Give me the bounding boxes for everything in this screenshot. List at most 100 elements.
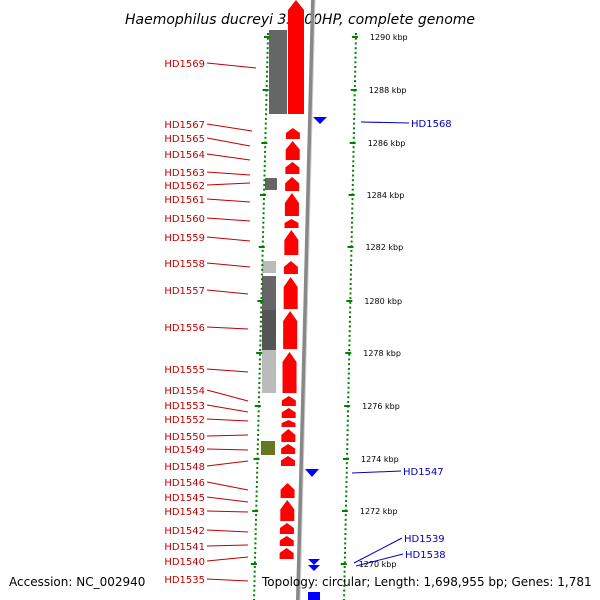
right-ruler-dot bbox=[350, 249, 353, 252]
left-ruler-dot bbox=[253, 570, 256, 573]
leader-line-hd1561 bbox=[206, 198, 251, 203]
right-ruler-dot bbox=[354, 37, 357, 40]
left-ruler-dot bbox=[256, 466, 259, 469]
right-ruler-dot bbox=[345, 485, 348, 488]
gc-bar-6 bbox=[261, 441, 275, 455]
right-ruler-dot bbox=[343, 570, 346, 573]
left-ruler-dot bbox=[264, 150, 267, 153]
right-ruler-dot bbox=[344, 523, 347, 526]
right-ruler-dot bbox=[347, 367, 350, 370]
left-ruler-dot bbox=[265, 99, 268, 102]
leader-line-hd1562 bbox=[206, 182, 251, 186]
gc-bar-4 bbox=[262, 310, 276, 350]
right-ruler bbox=[343, 33, 357, 600]
gene-label-hd1541: HD1541 bbox=[164, 542, 205, 553]
gene-arrow-forward-17 bbox=[280, 483, 295, 498]
right-ruler-dot bbox=[350, 268, 352, 271]
gene-label-hd1539: HD1539 bbox=[404, 534, 445, 545]
gc-bars bbox=[261, 30, 287, 455]
gene-arrow-reverse-bottom bbox=[308, 592, 320, 600]
left-ruler-dot bbox=[266, 61, 269, 64]
left-ruler-dot bbox=[261, 240, 264, 243]
accession-text: Accession: NC_002940 bbox=[9, 575, 145, 589]
right-ruler-dot bbox=[345, 490, 348, 493]
gene-label-hd1543: HD1543 bbox=[164, 507, 205, 518]
left-ruler-dot bbox=[264, 136, 267, 139]
right-ruler-dot bbox=[354, 61, 357, 64]
right-ruler-dot bbox=[353, 117, 356, 120]
right-ruler-dot bbox=[347, 391, 350, 394]
gene-arrow-hd1568 bbox=[313, 117, 327, 124]
leader-line-hd1552 bbox=[206, 418, 249, 422]
left-ruler-dot bbox=[260, 278, 263, 281]
right-ruler-dot bbox=[346, 424, 349, 427]
gene-arrow-forward-15 bbox=[281, 444, 296, 454]
left-ruler-dot bbox=[264, 132, 267, 135]
right-ruler-dot bbox=[345, 495, 348, 498]
right-ruler-dot bbox=[343, 594, 346, 597]
left-ruler-dot bbox=[261, 249, 264, 252]
right-ruler-dot bbox=[345, 462, 348, 465]
right-ruler-dot bbox=[343, 589, 346, 592]
left-ruler-dot bbox=[254, 542, 257, 545]
right-ruler-dot bbox=[350, 226, 353, 229]
right-ruler-dot bbox=[347, 386, 350, 389]
leader-line-hd1553 bbox=[206, 404, 249, 413]
right-ruler-dot bbox=[351, 198, 354, 201]
right-ruler-dot bbox=[354, 42, 357, 45]
gene-arrow-forward-1 bbox=[285, 141, 300, 160]
left-ruler-dot bbox=[258, 386, 261, 389]
left-ruler-dot bbox=[261, 254, 264, 257]
gene-label-hd1538: HD1538 bbox=[405, 550, 446, 561]
gene-label-hd1560: HD1560 bbox=[164, 214, 205, 225]
gene-label-hd1550: HD1550 bbox=[164, 432, 205, 443]
right-ruler-dot bbox=[353, 84, 356, 87]
right-ruler-dot bbox=[353, 99, 356, 102]
leader-line-hd1549 bbox=[206, 448, 249, 451]
right-ruler-dot bbox=[346, 438, 349, 441]
gene-arrow-forward-5 bbox=[284, 219, 299, 228]
right-ruler-dot bbox=[343, 556, 346, 559]
gc-bar-3 bbox=[262, 276, 276, 310]
gene-arrow-hd1538 bbox=[308, 565, 320, 571]
left-ruler-dot bbox=[265, 94, 268, 97]
right-ruler-dot bbox=[343, 584, 346, 587]
right-ruler-dot bbox=[344, 551, 346, 554]
left-ruler-dot bbox=[258, 363, 261, 366]
left-ruler-dot bbox=[262, 216, 265, 219]
right-ruler-dot bbox=[345, 466, 348, 469]
left-ruler-dot bbox=[254, 523, 257, 526]
left-ruler-dot bbox=[258, 382, 261, 385]
left-ruler-dot bbox=[266, 37, 269, 40]
right-ruler-dot bbox=[350, 254, 353, 257]
right-ruler-dot bbox=[347, 372, 350, 375]
gene-arrow-forward-14 bbox=[281, 429, 296, 442]
right-ruler-dot bbox=[347, 410, 349, 413]
scale-tick-label: 1284 kbp bbox=[367, 191, 405, 200]
left-ruler-dot bbox=[265, 84, 268, 87]
right-ruler-dot bbox=[353, 94, 356, 97]
left-ruler-dot bbox=[257, 410, 260, 413]
left-ruler-dot bbox=[266, 70, 269, 73]
left-ruler-dot bbox=[261, 259, 264, 262]
right-ruler-dot bbox=[349, 301, 352, 304]
gene-label-hd1540: HD1540 bbox=[164, 557, 205, 568]
gene-label-hd1546: HD1546 bbox=[164, 478, 205, 489]
gene-arrow-forward-0 bbox=[285, 128, 300, 139]
leader-line-hd1538 bbox=[355, 553, 404, 567]
left-ruler-dot bbox=[253, 565, 256, 568]
left-ruler-dot bbox=[258, 377, 261, 380]
left-ruler-dot bbox=[264, 146, 267, 149]
gene-label-hd1554: HD1554 bbox=[164, 386, 205, 397]
right-ruler-dot bbox=[351, 179, 354, 182]
right-ruler-dot bbox=[353, 127, 355, 130]
gene-arrow-forward-16 bbox=[280, 456, 295, 466]
scale-tick-label: 1278 kbp bbox=[363, 349, 401, 358]
gc-bar-5 bbox=[262, 350, 276, 393]
left-ruler-dot bbox=[253, 594, 256, 597]
left-ruler-dot bbox=[254, 532, 257, 535]
left-ruler-dot bbox=[259, 344, 262, 347]
right-ruler-dot bbox=[346, 433, 349, 436]
right-ruler-dot bbox=[344, 514, 347, 517]
right-ruler-dot bbox=[346, 443, 349, 446]
